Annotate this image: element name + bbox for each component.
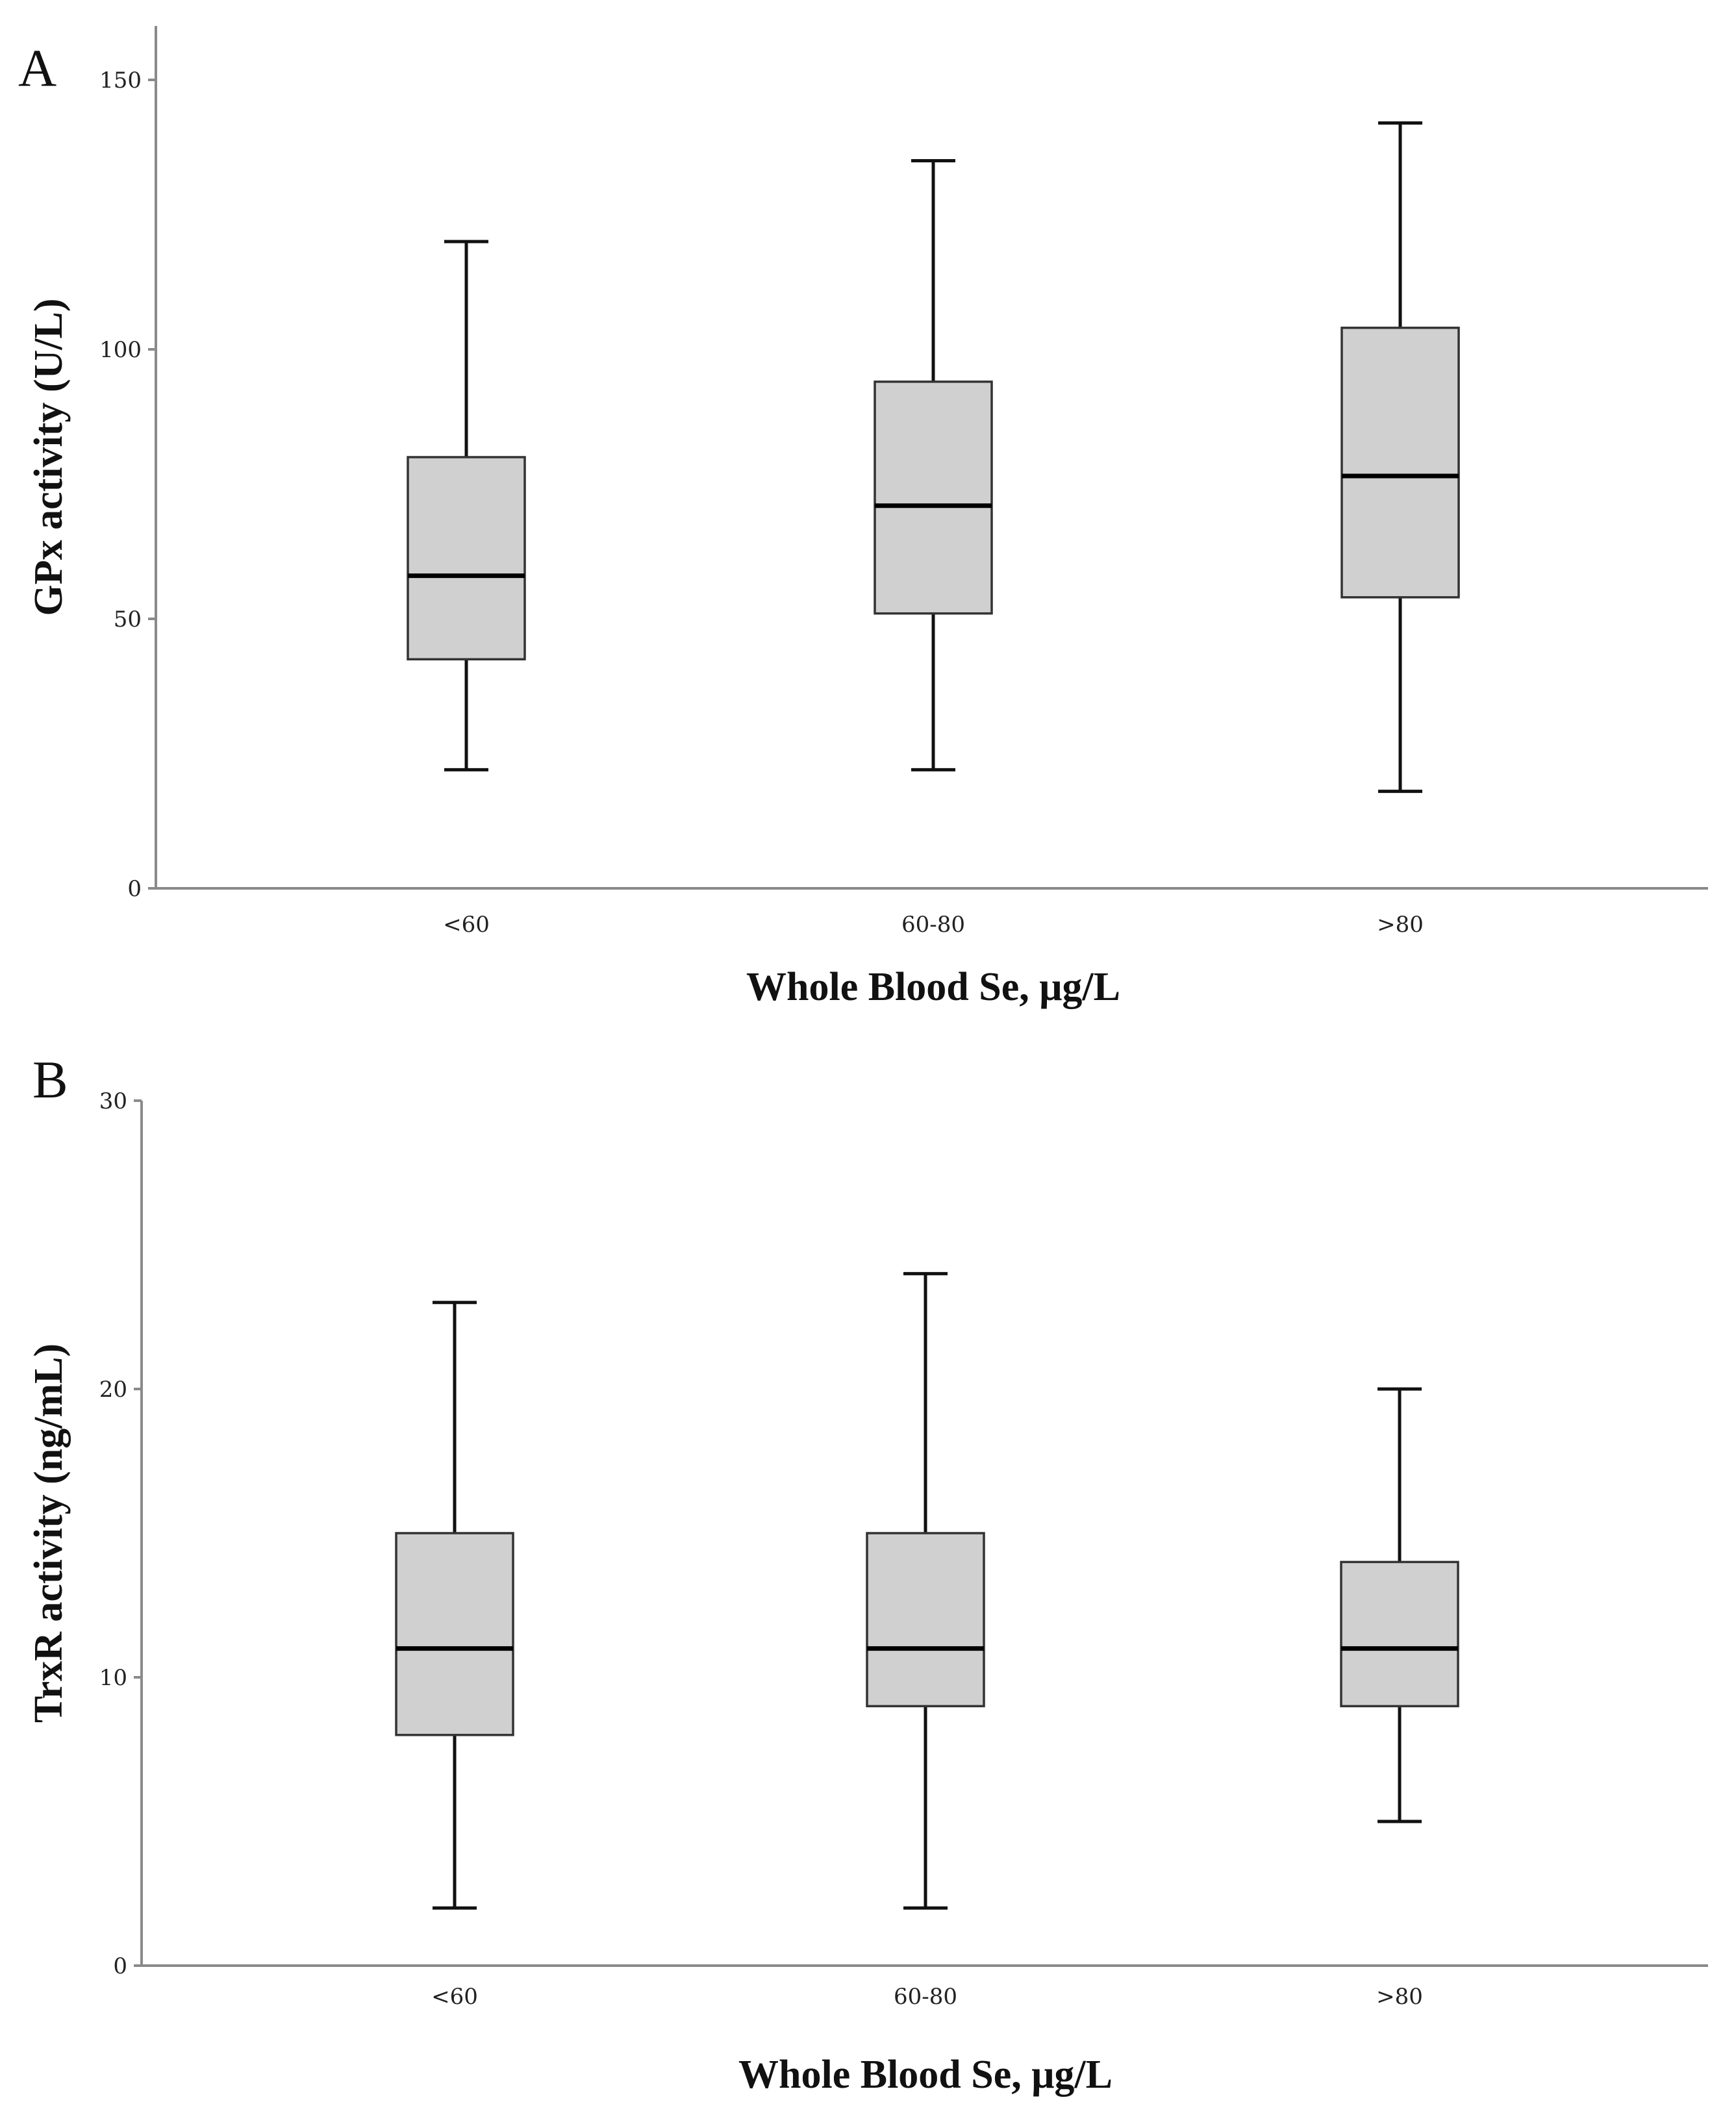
x-tick-label: <60: [443, 912, 490, 938]
box-lt60: [395, 1301, 514, 1910]
box-60-80: [874, 159, 993, 771]
panel-a: 0 50 100 150 <60 60-80 >80 A Whole Blood Se, μg/…: [18, 26, 1708, 1009]
iqr-box: [874, 381, 993, 615]
x-tick-label: 60-80: [901, 912, 965, 938]
iqr-box: [866, 1532, 985, 1708]
y-tick-label: 100: [99, 337, 142, 363]
y-tick-label: 50: [114, 607, 142, 632]
y-tick-label: 0: [113, 1953, 127, 1979]
y-tick-label: 0: [127, 876, 142, 902]
iqr-box: [395, 1532, 514, 1736]
iqr-box: [1340, 1560, 1459, 1708]
box-gt80: [1340, 1387, 1459, 1823]
box-60-80: [866, 1271, 985, 1910]
panel-b: 0 10 20 30 <60 60-80 >80 B Whole Blood Se, μg/L T…: [27, 1050, 1708, 2097]
panel-label: A: [18, 38, 57, 97]
iqr-box: [407, 456, 526, 660]
panel-label: B: [32, 1050, 68, 1109]
box-gt80: [1340, 121, 1460, 794]
x-tick-label: >80: [1376, 1984, 1423, 2010]
x-axis-title: Whole Blood Se, μg/L: [746, 965, 1120, 1009]
y-tick-label: 20: [99, 1377, 127, 1403]
x-axis-title: Whole Blood Se, μg/L: [738, 2053, 1113, 2097]
y-tick-label: 150: [99, 68, 142, 94]
x-tick-label: >80: [1377, 912, 1424, 938]
x-tick-label: 60-80: [894, 1984, 957, 2010]
y-tick-label: 30: [99, 1088, 127, 1114]
y-tick-label: 10: [99, 1665, 127, 1691]
y-axis-title: TrxR activity (ng/mL): [27, 1344, 71, 1723]
x-tick-label: <60: [431, 1984, 478, 2010]
iqr-box: [1340, 327, 1460, 599]
box-lt60: [407, 240, 526, 771]
y-axis-title: GPx activity (U/L): [27, 298, 71, 616]
